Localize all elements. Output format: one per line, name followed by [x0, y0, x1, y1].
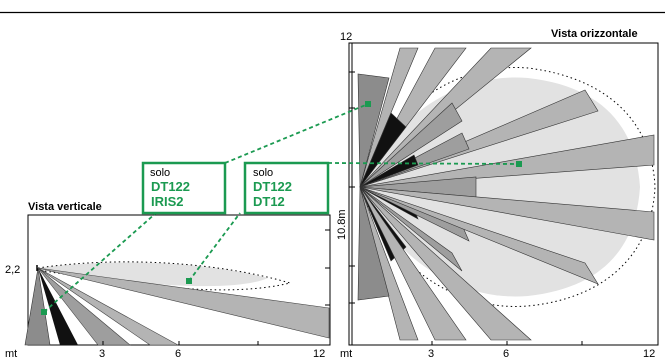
vertical-beam-down: [24, 267, 51, 346]
horizontal-side-label: 10.8m: [336, 209, 348, 240]
vertical-x-tick-label: 3: [99, 348, 105, 360]
horizontal-beam: [359, 186, 599, 285]
badge-solo-label: solo: [150, 167, 170, 179]
connector-line: [224, 103, 369, 164]
badge-frame: [243, 161, 330, 215]
connector-endpoint: [186, 278, 192, 284]
vertical-height-label: 2,2: [5, 264, 20, 276]
horizontal-unit-label: mt: [340, 348, 352, 360]
vertical-beam-mid-1: [37, 267, 131, 346]
horizontal-view-title: Vista orizzontale: [551, 28, 638, 40]
horizontal-beam: [357, 186, 390, 301]
horizontal-beam-fan: [357, 47, 655, 341]
badge-dt122-dt12: solo DT122 DT12: [243, 161, 330, 215]
horizontal-x-tick-label: 12: [643, 348, 655, 360]
vertical-x-tick-label: 6: [175, 348, 181, 360]
horizontal-range-outline: [359, 67, 656, 307]
vertical-light-zone: [38, 262, 268, 287]
horizontal-beam: [359, 154, 419, 188]
connector-endpoint: [516, 161, 522, 167]
vertical-beam-long: [37, 267, 330, 339]
badge-dt122-iris2: solo DT122 IRIS2: [141, 161, 227, 215]
vertical-unit-label: mt: [5, 348, 17, 360]
horizontal-view: Vista orizzontale: [336, 28, 659, 360]
badge-model-line: DT122: [253, 179, 292, 194]
badge-frame: [141, 161, 227, 215]
horizontal-beam: [359, 134, 655, 188]
connector-line: [327, 162, 520, 165]
horizontal-beam: [359, 186, 463, 272]
horizontal-x-tick-label: 6: [503, 348, 509, 360]
connector-endpoint: [365, 101, 371, 107]
badge-model-line: DT12: [253, 194, 285, 209]
horizontal-top-label: 12: [340, 31, 352, 43]
horizontal-x-tick-label: 3: [428, 348, 434, 360]
vertical-view-title: Vista verticale: [28, 201, 102, 213]
callout-endpoints: [41, 101, 522, 315]
vertical-beam-black: [38, 268, 78, 345]
badge-model-line: DT122: [151, 179, 190, 194]
callout-connectors: [43, 103, 520, 313]
horizontal-beam: [359, 186, 532, 341]
vertical-view: Vista verticale 2,2 mt 3 6 12: [5, 201, 331, 360]
horizontal-beam: [359, 102, 463, 188]
vertical-x-tick-label: 12: [313, 348, 325, 360]
connector-line: [43, 212, 157, 313]
connector-line: [188, 212, 241, 282]
horizontal-beam: [359, 186, 655, 241]
connector-endpoint: [41, 309, 47, 315]
horizontal-beam: [359, 186, 467, 341]
badge-model-line: IRIS2: [151, 194, 184, 209]
badge-solo-label: solo: [253, 167, 273, 179]
horizontal-beam: [359, 112, 407, 188]
